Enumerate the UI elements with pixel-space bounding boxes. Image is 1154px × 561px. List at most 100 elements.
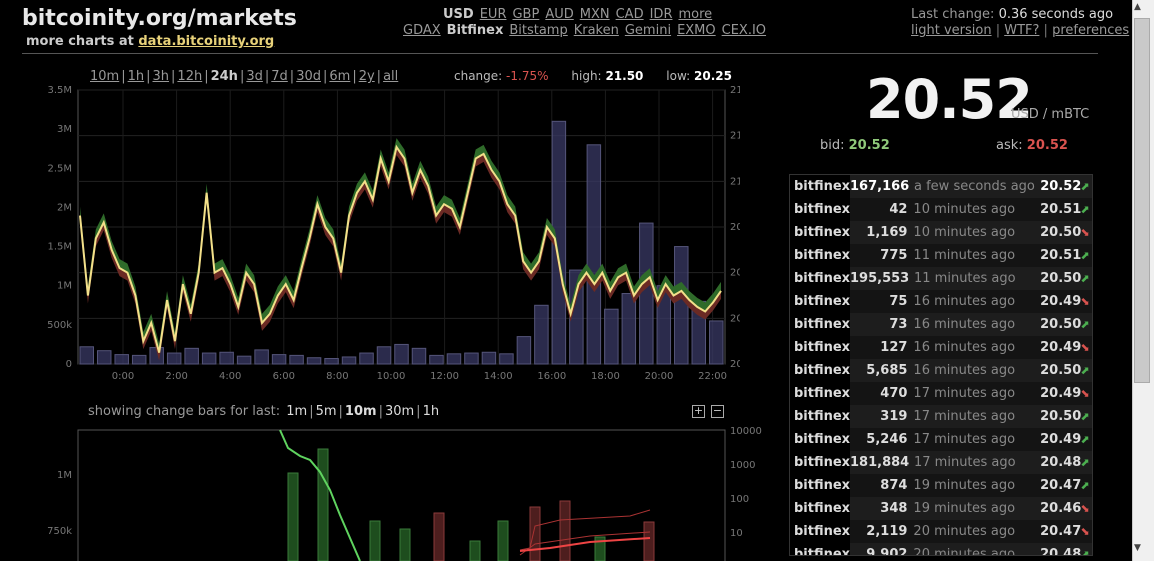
x-tick: 16:00 <box>537 371 566 382</box>
trade-price: 20.50 <box>1040 317 1082 332</box>
currency-idr[interactable]: IDR <box>649 7 673 22</box>
scroll-up-icon[interactable]: ▲ <box>1134 2 1141 12</box>
exchange-exmo[interactable]: EXMO <box>677 23 716 38</box>
trades-list[interactable]: bitfinex 167,166 a few seconds ago 20.52 ⬈ bi… <box>789 174 1093 556</box>
scrollbar-thumb[interactable] <box>1134 18 1150 383</box>
y-right-tick: 21.2 <box>730 131 740 142</box>
volume-bar <box>674 246 689 365</box>
link-light-version[interactable]: light version <box>911 23 992 38</box>
zoom-out-button[interactable]: − <box>711 404 724 418</box>
volume-bar <box>79 346 94 365</box>
range-3d[interactable]: 3d <box>246 69 263 84</box>
range-3h[interactable]: 3h <box>152 69 170 84</box>
exchange-gemini[interactable]: Gemini <box>624 23 672 38</box>
x-tick: 0:00 <box>112 371 134 382</box>
trade-price: 20.49 <box>1040 386 1082 401</box>
currency-cad[interactable]: CAD <box>615 7 644 22</box>
y-left-tick: 2M <box>57 202 72 213</box>
link-wtf-[interactable]: WTF? <box>1004 23 1040 38</box>
volume-bar <box>131 354 147 365</box>
exchange-bitfinex[interactable]: Bitfinex <box>446 23 504 38</box>
y-right-tick: 20.2 <box>730 359 740 370</box>
volume-bar <box>359 352 374 365</box>
trade-price: 20.52 <box>1040 179 1082 194</box>
price-unit: USD / mBTC <box>1011 107 1090 122</box>
trade-price: 20.51 <box>1040 248 1082 263</box>
ask: ask: 20.52 <box>996 138 1068 153</box>
trade-amount: 1,169 <box>866 225 908 240</box>
range-all[interactable]: all <box>383 69 399 84</box>
exchange-gdax[interactable]: GDAX <box>403 23 441 38</box>
top-links: light version | WTF? | preferences <box>911 23 1129 38</box>
volume-bar <box>551 120 567 365</box>
currency-eur[interactable]: EUR <box>479 7 507 22</box>
change-bars-chart[interactable]: 1M 750k 10000 1000 100 10 <box>30 420 770 561</box>
trade-amount: 775 <box>880 248 908 263</box>
trade-exchange: bitfinex <box>790 474 850 497</box>
trade-amount: 195,553 <box>850 271 910 286</box>
change-bars-1m[interactable]: 1m <box>286 404 308 419</box>
zoom-in-button[interactable]: + <box>692 404 705 418</box>
trade-row: bitfinex 1,169 10 minutes ago 20.50 ⬊ <box>790 221 1092 244</box>
currency-aud[interactable]: AUD <box>545 7 574 22</box>
change-line-green <box>279 429 361 561</box>
volume-bar <box>621 293 637 365</box>
change-bars-5m[interactable]: 5m <box>315 404 337 419</box>
trade-row: bitfinex 167,166 a few seconds ago 20.52 ⬈ <box>790 175 1092 198</box>
price-volume-chart[interactable]: 20.2 20.4 20.6 20.8 21 21.2 21.4 0 500k 1M 1.5M 2M 2… <box>30 84 740 382</box>
trade-row: bitfinex 127 16 minutes ago 20.49 ⬊ <box>790 336 1092 359</box>
arrow-up-icon: ⬈ <box>1080 203 1090 216</box>
change-bars-10m[interactable]: 10m <box>344 404 377 419</box>
scroll-down-icon[interactable]: ▼ <box>1134 543 1141 553</box>
arrow-up-icon: ⬈ <box>1080 456 1090 469</box>
trade-exchange: bitfinex <box>790 451 850 474</box>
change-bars-30m[interactable]: 30m <box>384 404 415 419</box>
trade-amount: 73 <box>889 317 908 332</box>
trade-exchange: bitfinex <box>790 405 850 428</box>
range-7d[interactable]: 7d <box>271 69 288 84</box>
y-right-tick: 20.8 <box>730 222 740 233</box>
volume-bar <box>236 355 252 365</box>
change-bar-red <box>559 500 571 561</box>
arrow-up-icon: ⬈ <box>1080 548 1090 556</box>
link-separator: | <box>1039 23 1053 38</box>
currency-mxn[interactable]: MXN <box>579 7 610 22</box>
range-30d[interactable]: 30d <box>296 69 321 84</box>
range-12h[interactable]: 12h <box>177 69 203 84</box>
trade-row: bitfinex 2,119 20 minutes ago 20.47 ⬊ <box>790 520 1092 543</box>
trade-price: 20.47 <box>1040 524 1082 539</box>
change-bar-green <box>594 536 606 561</box>
range-separator: | <box>204 69 209 84</box>
exchange-bitstamp[interactable]: Bitstamp <box>509 23 568 38</box>
link-preferences[interactable]: preferences <box>1052 23 1130 38</box>
option-separator: | <box>309 404 314 419</box>
data-link[interactable]: data.bitcoinity.org <box>138 34 275 49</box>
range-1h[interactable]: 1h <box>127 69 145 84</box>
exchange-kraken[interactable]: Kraken <box>573 23 619 38</box>
site-title[interactable]: bitcoinity.org/markets <box>22 6 297 31</box>
change-bar-green <box>287 472 299 561</box>
change-bar-green <box>497 520 509 561</box>
range-2y[interactable]: 2y <box>358 69 375 84</box>
volume-bar <box>499 353 514 365</box>
trade-row: bitfinex 470 17 minutes ago 20.49 ⬊ <box>790 382 1092 405</box>
currency-gbp[interactable]: GBP <box>512 7 540 22</box>
trade-row: bitfinex 9,902 20 minutes ago 20.48 ⬈ <box>790 543 1092 556</box>
range-10m[interactable]: 10m <box>90 69 120 84</box>
arrow-down-icon: ⬊ <box>1080 295 1090 308</box>
change-bars-1h[interactable]: 1h <box>422 404 440 419</box>
volume-bar <box>306 357 322 365</box>
volume-bar <box>429 354 444 365</box>
currency-usd[interactable]: USD <box>443 7 474 22</box>
trade-amount: 167,166 <box>850 179 910 194</box>
exchange-cexio[interactable]: CEX.IO <box>721 23 767 38</box>
range-24h[interactable]: 24h <box>210 69 238 84</box>
range-6m[interactable]: 6m <box>329 69 351 84</box>
currency-more[interactable]: more <box>678 7 713 22</box>
trade-time: 17 minutes ago <box>913 386 1016 401</box>
trade-price: 20.50 <box>1040 363 1082 378</box>
arrow-up-icon: ⬈ <box>1080 180 1090 193</box>
trade-time: 10 minutes ago <box>913 202 1016 217</box>
trade-time: 16 minutes ago <box>913 363 1016 378</box>
y-right-tick: 20.6 <box>730 268 740 279</box>
